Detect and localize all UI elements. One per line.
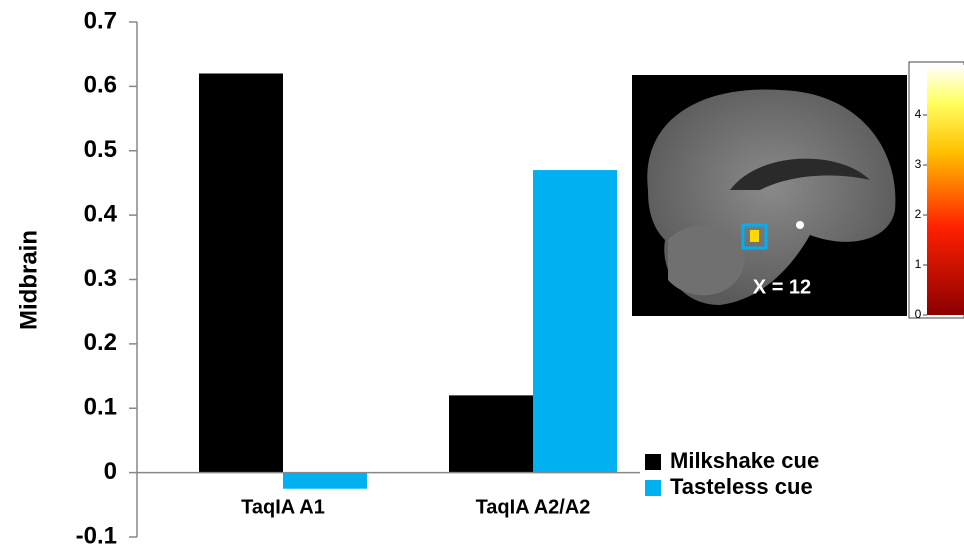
colorbar-tick-label: 0 — [915, 307, 922, 321]
y-axis-label: Midbrain — [15, 230, 42, 330]
y-tick-label: 0.4 — [84, 200, 118, 227]
x-tick-label: TaqIA A1 — [241, 496, 325, 518]
legend-label: Milkshake cue — [670, 448, 819, 473]
y-tick-label: 0.2 — [84, 329, 117, 356]
legend-label: Tasteless cue — [670, 474, 813, 499]
colorbar-tick-label: 1 — [915, 257, 922, 271]
colorbar-tick-label: 3 — [915, 157, 922, 171]
legend-swatch — [645, 454, 661, 470]
colorbar-tick-label: 2 — [915, 207, 922, 221]
bright-spot — [796, 221, 804, 229]
y-tick-label: 0.7 — [84, 7, 117, 34]
y-tick-label: 0.5 — [84, 136, 117, 163]
y-tick-label: 0.6 — [84, 72, 117, 99]
y-tick-label: 0.1 — [84, 394, 117, 421]
bar — [449, 395, 533, 472]
bar — [199, 74, 283, 473]
colorbar-tick-label: 4 — [915, 107, 922, 121]
activation — [750, 230, 759, 242]
y-tick-label: -0.1 — [76, 522, 117, 549]
y-tick-label: 0.3 — [84, 265, 117, 292]
brain-inset: X = 12 0 1 2 3 4 — [632, 62, 964, 321]
chart: Midbrain X = 12 0 1 2 3 4 -0.1 0 0.1 0.2 0.3 0.4 0… — [0, 0, 964, 553]
bar — [533, 170, 617, 473]
page: Midbrain X = 12 0 1 2 3 4 -0.1 0 0.1 0.2 0.3 0.4 0… — [0, 0, 964, 553]
legend-swatch — [645, 480, 661, 496]
bar — [283, 473, 367, 489]
colorbar — [927, 65, 964, 315]
x-tick-label: TaqIA A2/A2 — [476, 496, 591, 518]
y-tick-label: 0 — [104, 458, 117, 485]
slice-label: X = 12 — [753, 276, 811, 298]
